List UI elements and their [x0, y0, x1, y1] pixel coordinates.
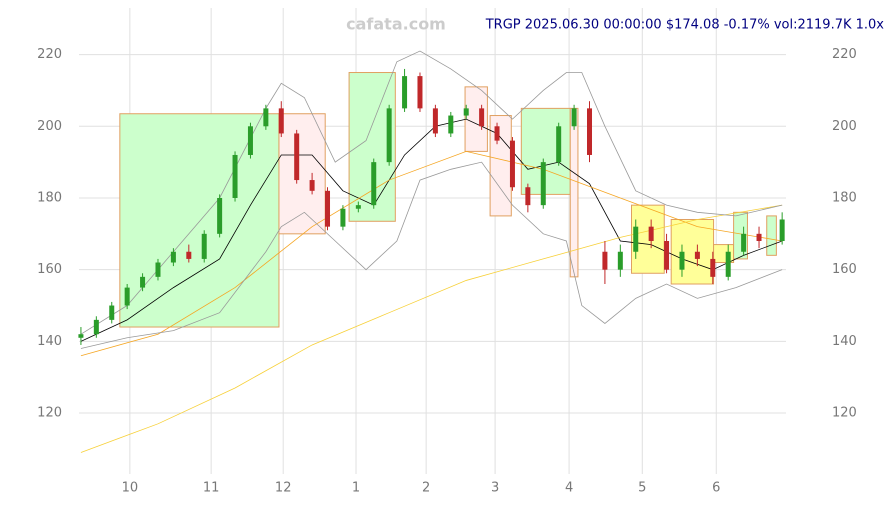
- candle-body: [694, 251, 700, 259]
- x-tick-label: 10: [122, 481, 139, 496]
- candle-body: [309, 180, 315, 191]
- x-tick-label: 2: [422, 481, 430, 496]
- candle-body: [340, 208, 346, 227]
- candle-body: [109, 305, 115, 320]
- chart-title: TRGP 2025.06.30 00:00:00 $174.08 -0.17% …: [485, 18, 885, 33]
- candle-body: [571, 108, 577, 127]
- x-tick-label: 4: [565, 481, 573, 496]
- y-tick-label-right: 220: [832, 47, 857, 62]
- zone: [489, 115, 512, 217]
- candle-body: [432, 108, 438, 134]
- x-tick-label: 12: [275, 481, 292, 496]
- candle-body: [155, 262, 161, 277]
- candle-body: [494, 126, 500, 141]
- candle-body: [294, 133, 300, 181]
- zone: [278, 113, 326, 235]
- y-tick-label-right: 200: [832, 119, 857, 134]
- candle-body: [186, 251, 192, 259]
- candle-body: [741, 233, 747, 252]
- indicator-line: [80, 150, 783, 357]
- candle-body: [124, 287, 130, 306]
- candle-body: [602, 251, 608, 270]
- candle-body: [325, 190, 331, 227]
- candle-body: [386, 108, 392, 163]
- candle-body: [463, 108, 469, 116]
- candle-body: [78, 334, 84, 338]
- candle-body: [247, 126, 253, 155]
- x-tick-label: 3: [491, 481, 499, 496]
- indicator-line: [80, 204, 783, 453]
- candle-body: [371, 162, 377, 206]
- candle-body: [355, 205, 361, 209]
- candle-body: [664, 241, 670, 270]
- y-tick-label-right: 120: [832, 406, 857, 421]
- y-tick-label-right: 160: [832, 262, 857, 277]
- candle-body: [278, 108, 284, 134]
- candle-body: [633, 226, 639, 252]
- candle-body: [525, 187, 531, 206]
- candle-body: [556, 126, 562, 163]
- y-tick-label-right: 140: [832, 334, 857, 349]
- candle-body: [232, 154, 238, 198]
- candle-body: [448, 115, 454, 134]
- candle-body: [402, 76, 408, 109]
- candle-body: [263, 108, 269, 127]
- x-tick-label: 5: [638, 481, 646, 496]
- candle-body: [140, 276, 146, 288]
- candle-body: [710, 258, 716, 277]
- candle-body: [587, 108, 593, 155]
- candle-body: [201, 233, 207, 259]
- y-tick-label: 220: [37, 47, 62, 62]
- zone: [670, 218, 715, 285]
- candle-body: [779, 219, 785, 241]
- y-tick-label-right: 180: [832, 190, 857, 205]
- candle-body: [648, 226, 654, 241]
- y-tick-label: 160: [37, 262, 62, 277]
- candle-body: [725, 251, 731, 277]
- x-tick-label: 1: [352, 481, 360, 496]
- y-tick-label: 180: [37, 190, 62, 205]
- y-tick-label: 120: [37, 406, 62, 421]
- candle-body: [756, 233, 762, 241]
- candle-body: [170, 251, 176, 263]
- watermark: cafata.com: [346, 15, 446, 34]
- candle-body: [617, 251, 623, 270]
- y-tick-label: 200: [37, 119, 62, 134]
- candle-body: [679, 251, 685, 270]
- candle-body: [479, 108, 485, 127]
- zone: [766, 215, 777, 256]
- candle-body: [93, 319, 99, 335]
- candle-body: [509, 140, 515, 188]
- candle-body: [217, 197, 223, 234]
- x-tick-label: 6: [712, 481, 720, 496]
- indicator-line: [80, 161, 783, 349]
- zone: [119, 113, 280, 328]
- zone: [520, 107, 571, 195]
- x-tick-label: 11: [203, 481, 220, 496]
- candle-body: [417, 76, 423, 109]
- y-tick-label: 140: [37, 334, 62, 349]
- zone: [569, 107, 579, 278]
- candle-body: [540, 162, 546, 206]
